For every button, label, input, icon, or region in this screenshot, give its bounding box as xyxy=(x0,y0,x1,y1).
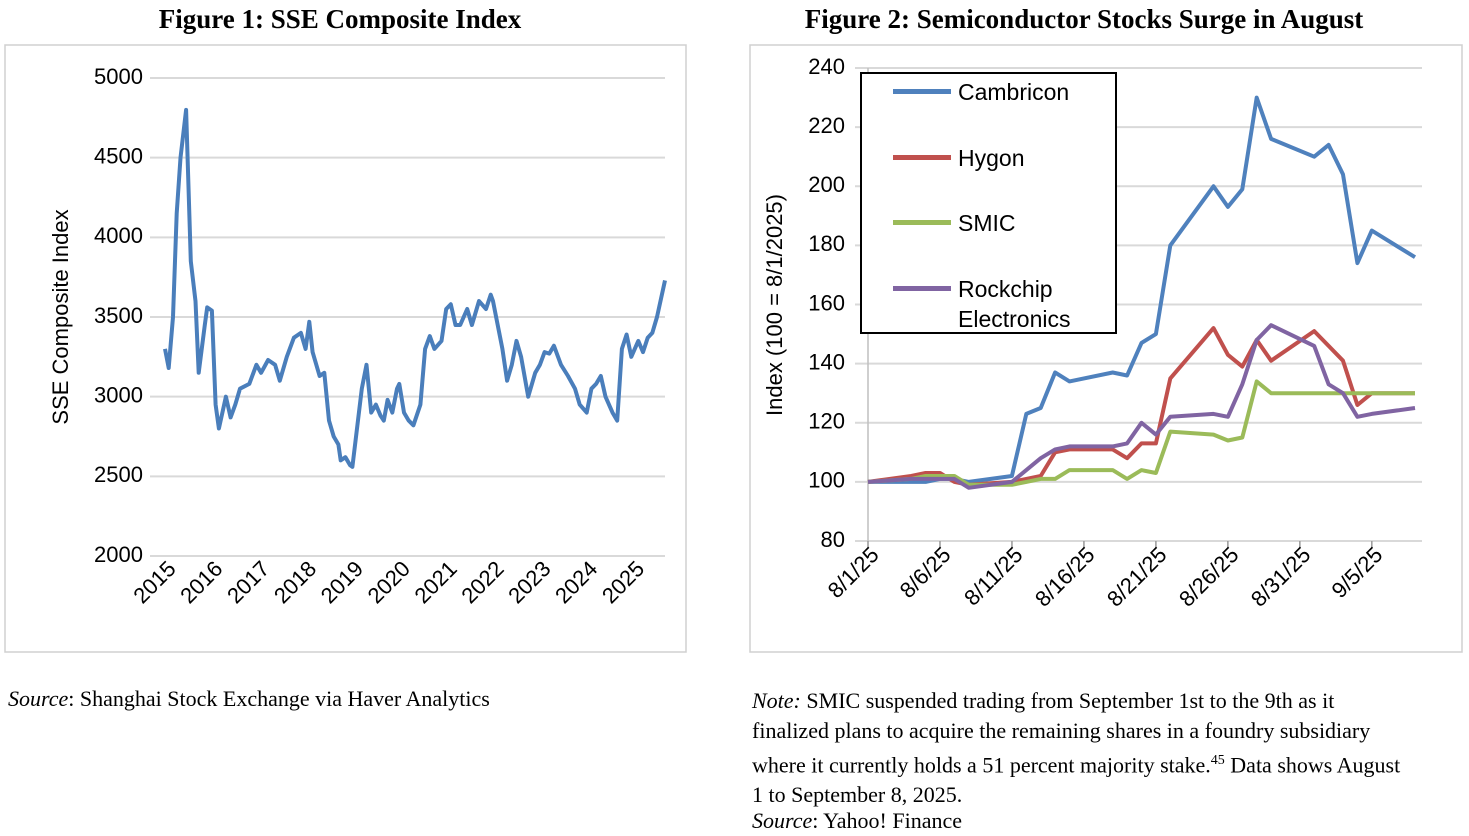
x-tick-label: 2019 xyxy=(316,556,368,608)
x-tick-label: 8/11/25 xyxy=(959,542,1027,610)
y-tick-label: 2000 xyxy=(94,542,143,567)
note: Note: SMIC suspended trading from Septem… xyxy=(752,686,1407,810)
y-axis-label: SSE Composite Index xyxy=(48,209,73,424)
legend-label: Cambricon xyxy=(958,79,1070,105)
figure-frame xyxy=(749,44,1463,653)
legend-swatch xyxy=(893,155,951,160)
y-tick-label: 3500 xyxy=(94,303,143,328)
data-line xyxy=(163,107,667,469)
x-tick-label: 2023 xyxy=(503,556,555,608)
note-text: SMIC suspended trading from September 1s… xyxy=(752,688,1371,778)
y-tick-label: 120 xyxy=(808,409,845,434)
x-tick-label: 2024 xyxy=(550,556,602,608)
data-line xyxy=(867,379,1415,487)
x-tick-label: 8/6/25 xyxy=(895,542,956,603)
figure-frame xyxy=(4,44,687,653)
y-tick-label: 240 xyxy=(808,54,845,79)
note-ref: 45 xyxy=(1210,753,1225,768)
y-axis-label: Index (100 = 8/1/2025) xyxy=(762,194,787,416)
note-label: Note: xyxy=(752,688,801,713)
source-label: Source xyxy=(752,808,813,833)
y-tick-label: 80 xyxy=(821,527,845,552)
y-tick-label: 3000 xyxy=(94,382,143,407)
source-text: : Yahoo! Finance xyxy=(812,808,962,833)
x-tick-label: 8/21/25 xyxy=(1102,542,1172,612)
y-tick-label: 180 xyxy=(808,231,845,256)
chart-title: Figure 1: SSE Composite Index xyxy=(159,4,522,34)
y-tick-label: 160 xyxy=(808,290,845,315)
x-tick-label: 8/16/25 xyxy=(1030,542,1100,612)
x-tick-label: 2017 xyxy=(222,556,274,608)
chart-title: Figure 2: Semiconductor Stocks Surge in … xyxy=(805,4,1364,34)
source-note: Source: Yahoo! Finance xyxy=(752,806,962,836)
x-tick-label: 8/31/25 xyxy=(1246,542,1316,612)
x-tick-label: 2018 xyxy=(269,556,321,608)
x-tick-label: 2021 xyxy=(410,556,462,608)
y-tick-label: 100 xyxy=(808,468,845,493)
y-tick-label: 5000 xyxy=(94,64,143,89)
legend-swatch xyxy=(893,220,951,225)
x-tick-label: 8/26/25 xyxy=(1174,542,1244,612)
y-tick-label: 200 xyxy=(808,172,845,197)
y-tick-label: 220 xyxy=(808,113,845,138)
legend-label: Hygon xyxy=(958,145,1025,171)
legend: Cambricon Hygon SMIC Rockchip Electronics xyxy=(860,72,1117,334)
legend-swatch xyxy=(893,89,951,94)
legend-label: SMIC xyxy=(958,210,1016,236)
x-tick-label: 2022 xyxy=(456,556,508,608)
source-label: Source xyxy=(8,686,69,711)
y-tick-label: 140 xyxy=(808,349,845,374)
x-tick-label: 9/5/25 xyxy=(1327,542,1388,603)
x-tick-label: 2016 xyxy=(175,556,227,608)
y-tick-label: 4500 xyxy=(94,143,143,168)
y-tick-label: 4000 xyxy=(94,223,143,248)
data-line xyxy=(867,323,1416,490)
y-tick-label: 2500 xyxy=(94,462,143,487)
note-text: Data shows August 1 to September 8, 2025… xyxy=(752,752,1401,808)
legend-label: Rockchip Electronics xyxy=(958,276,1071,332)
x-tick-label: 2025 xyxy=(597,556,649,608)
legend-swatch xyxy=(893,286,951,291)
source-note: Source: Shanghai Stock Exchange via Have… xyxy=(8,684,490,714)
source-text: : Shanghai Stock Exchange via Haver Anal… xyxy=(68,686,490,711)
data-line xyxy=(867,326,1415,487)
x-tick-label: 2020 xyxy=(363,556,415,608)
